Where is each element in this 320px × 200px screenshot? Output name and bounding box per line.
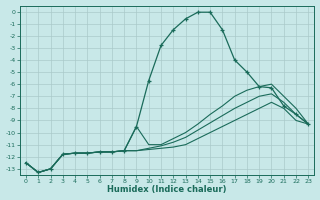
X-axis label: Humidex (Indice chaleur): Humidex (Indice chaleur) [108, 185, 227, 194]
